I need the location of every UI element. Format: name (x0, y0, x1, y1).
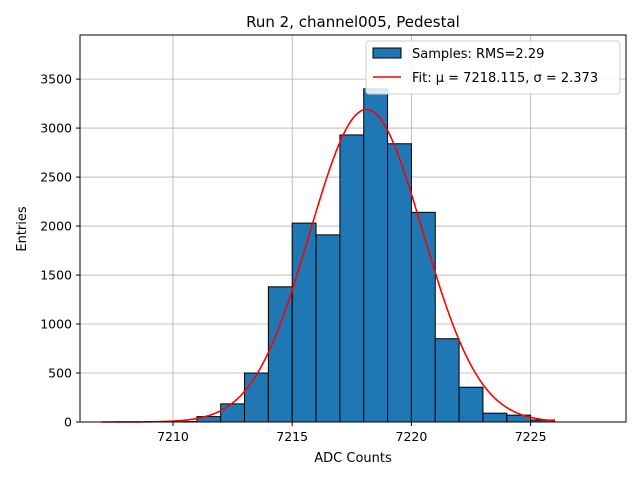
x-tick-label-0: 7210 (157, 429, 189, 444)
y-tick-label-6: 3000 (40, 121, 72, 136)
x-tick-label-1: 7215 (276, 429, 308, 444)
y-axis-ticks: 0 500 1000 1500 2000 2500 3000 3500 (40, 72, 80, 430)
histogram-bar-2 (220, 403, 246, 423)
histogram-bar-12 (458, 386, 484, 423)
histogram-bars (172, 88, 555, 423)
y-tick-label-1: 500 (48, 366, 72, 381)
y-tick-label-3: 1500 (40, 268, 72, 283)
y-tick-label-0: 0 (64, 415, 72, 430)
histogram-bar-13 (482, 412, 508, 423)
x-axis-label: ADC Counts (314, 451, 392, 466)
y-tick-label-4: 2000 (40, 219, 72, 234)
gaussian-fit-curve (101, 108, 555, 423)
histogram-bar-9 (387, 143, 412, 423)
legend-box (365, 40, 621, 95)
x-axis-ticks: 7210 7215 7220 7225 (157, 422, 547, 444)
legend: Samples: RMS=2.29 Fit: μ = 7218.115, σ =… (365, 40, 621, 95)
histogram-bar-4 (267, 286, 293, 423)
x-tick-label-2: 7220 (396, 429, 428, 444)
x-tick-label-3: 7225 (515, 429, 547, 444)
y-tick-label-7: 3500 (40, 72, 72, 87)
histogram-bar-10 (410, 211, 436, 423)
histogram-bar-7 (339, 134, 365, 423)
histogram-bar-11 (434, 338, 460, 423)
legend-swatch-samples (372, 47, 402, 59)
legend-label-fit: Fit: μ = 7218.115, σ = 2.373 (412, 71, 598, 86)
y-axis-label: Entries (15, 206, 30, 252)
histogram-bar-6 (315, 234, 341, 423)
histogram-bar-3 (244, 372, 269, 423)
y-tick-label-2: 1000 (40, 317, 72, 332)
histogram-bar-8 (363, 88, 389, 423)
plot-frame (79, 34, 627, 423)
y-tick-label-5: 2500 (40, 170, 72, 185)
legend-label-samples: Samples: RMS=2.29 (412, 47, 544, 62)
chart-title: Run 2, channel005, Pedestal (246, 13, 460, 31)
